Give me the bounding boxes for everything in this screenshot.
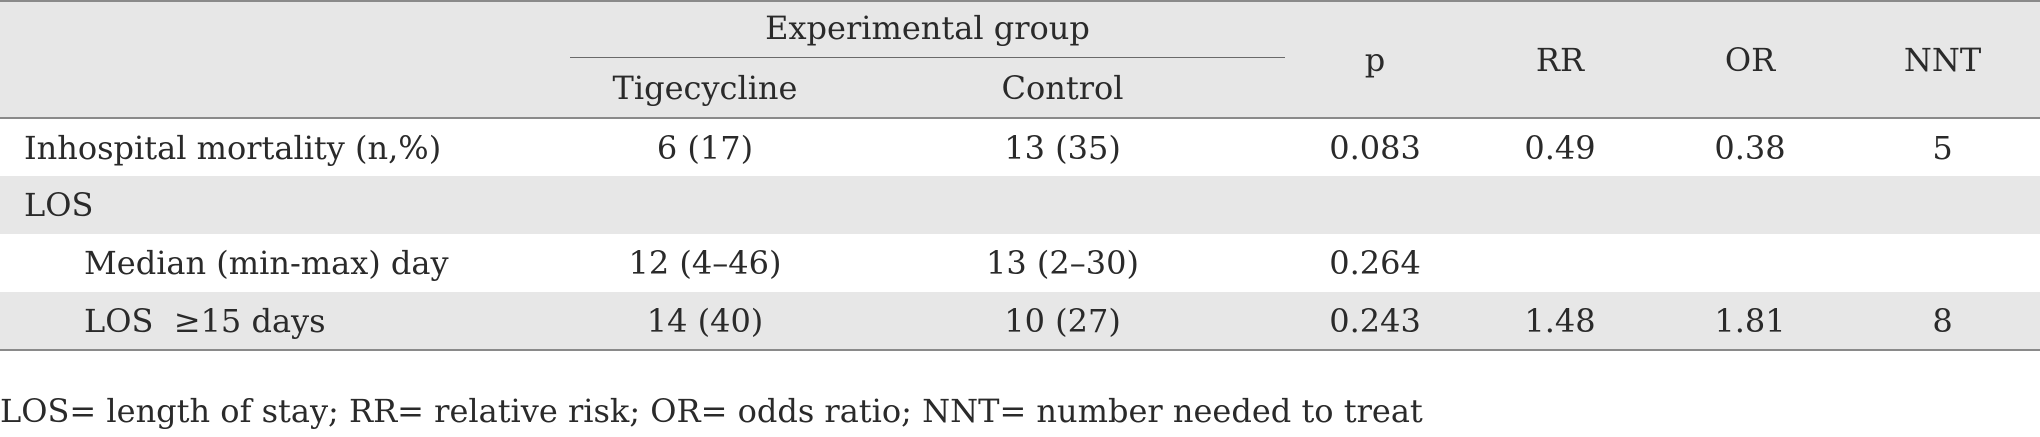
results-table: Experimental group p RR OR NNT Tigecycli… <box>0 0 2040 351</box>
table-row: LOS ≥15 days 14 (40) 10 (27) 0.243 1.48 … <box>0 292 2040 351</box>
cell-rr <box>1465 176 1656 234</box>
cell-or: 1.81 <box>1655 292 1846 351</box>
cell-p: 0.243 <box>1285 292 1466 351</box>
results-table-container: Experimental group p RR OR NNT Tigecycli… <box>0 0 2040 351</box>
cell-or <box>1655 176 1846 234</box>
cell-rr: 1.48 <box>1465 292 1656 351</box>
header-tigecycline: Tigecycline <box>570 58 840 119</box>
cell-nnt: 5 <box>1932 128 1953 167</box>
table-header: Experimental group p RR OR NNT Tigecycli… <box>0 0 2040 119</box>
row-label: Inhospital mortality (n,%) <box>24 128 442 167</box>
row-label: Median (min-max) day <box>84 244 449 282</box>
experimental-group-label: Experimental group <box>570 9 1286 58</box>
cell-control: 13 (2–30) <box>986 244 1139 282</box>
cell-tigecycline <box>570 176 840 234</box>
header-p: p <box>1285 0 1466 119</box>
cell-tigecycline: 12 (4–46) <box>628 244 782 282</box>
row-label: LOS ≥15 days <box>0 292 570 351</box>
cell-nnt: 8 <box>1845 292 2040 351</box>
cell-or <box>1655 234 1845 292</box>
header-control: Control <box>840 58 1286 119</box>
cell-control: 10 (27) <box>840 292 1286 351</box>
cell-nnt <box>1845 176 2040 234</box>
table-footnote: LOS= length of stay; RR= relative risk; … <box>0 392 1423 430</box>
cell-nnt <box>1845 234 2040 292</box>
header-nnt: NNT <box>1845 0 2040 119</box>
header-empty-cell <box>0 0 570 119</box>
cell-p <box>1285 176 1466 234</box>
header-group-cell: Experimental group <box>570 0 1286 58</box>
cell-control <box>840 176 1286 234</box>
cell-rr <box>1465 234 1655 292</box>
cell-tigecycline: 6 (17) <box>656 128 754 167</box>
cell-rr: 0.49 <box>1524 128 1596 167</box>
cell-or: 0.38 <box>1714 128 1786 167</box>
table-row: Median (min-max) day 12 (4–46) 13 (2–30)… <box>0 234 2040 292</box>
header-row-group: Experimental group p RR OR NNT <box>0 0 2040 119</box>
cell-p: 0.083 <box>1329 128 1421 167</box>
table-row: Inhospital mortality (n,%) 6 (17) 13 (35… <box>0 118 2040 176</box>
cell-p: 0.264 <box>1329 244 1421 282</box>
header-rr: RR <box>1465 0 1656 119</box>
cell-control: 13 (35) <box>1004 128 1121 167</box>
table-row: LOS <box>0 176 2040 234</box>
cell-tigecycline: 14 (40) <box>570 292 840 351</box>
table-body: Inhospital mortality (n,%) 6 (17) 13 (35… <box>0 118 2040 351</box>
header-or: OR <box>1655 0 1846 119</box>
header-row-columns: Tigecycline Control <box>0 58 2040 119</box>
row-label: LOS <box>0 176 570 234</box>
